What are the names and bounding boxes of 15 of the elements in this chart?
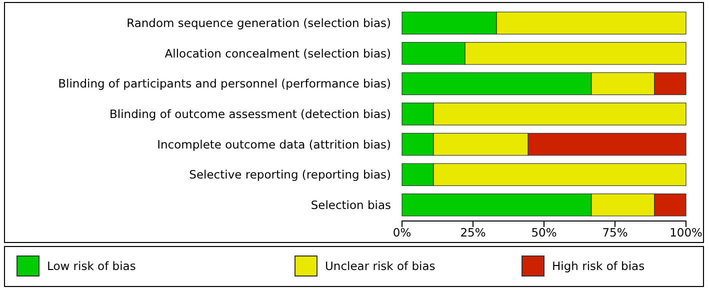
legend-label: Low risk of bias xyxy=(47,259,136,274)
y-tick-label: Random sequence generation (selection bias) xyxy=(126,16,391,30)
y-tick-label: Blinding of participants and personnel (performance bias) xyxy=(58,76,391,91)
x-tick-label: 25% xyxy=(460,226,486,240)
x-tick-label: 0% xyxy=(392,226,412,240)
x-tick-label: 50% xyxy=(531,226,557,240)
x-tick-label: 100% xyxy=(670,226,703,240)
legend-label: Unclear risk of bias xyxy=(325,259,436,274)
y-tick-label: Blinding of outcome assessment (detection bias) xyxy=(110,107,391,122)
y-tick-label: Allocation concealment (selection bias) xyxy=(164,46,391,60)
x-tick-label: 75% xyxy=(602,226,628,240)
y-tick-label: Selection bias xyxy=(310,198,392,212)
y-tick-label: Incomplete outcome data (attrition bias) xyxy=(157,137,391,152)
y-tick-label: Selective reporting (reporting bias) xyxy=(189,168,391,182)
legend-label: High risk of bias xyxy=(552,259,645,274)
